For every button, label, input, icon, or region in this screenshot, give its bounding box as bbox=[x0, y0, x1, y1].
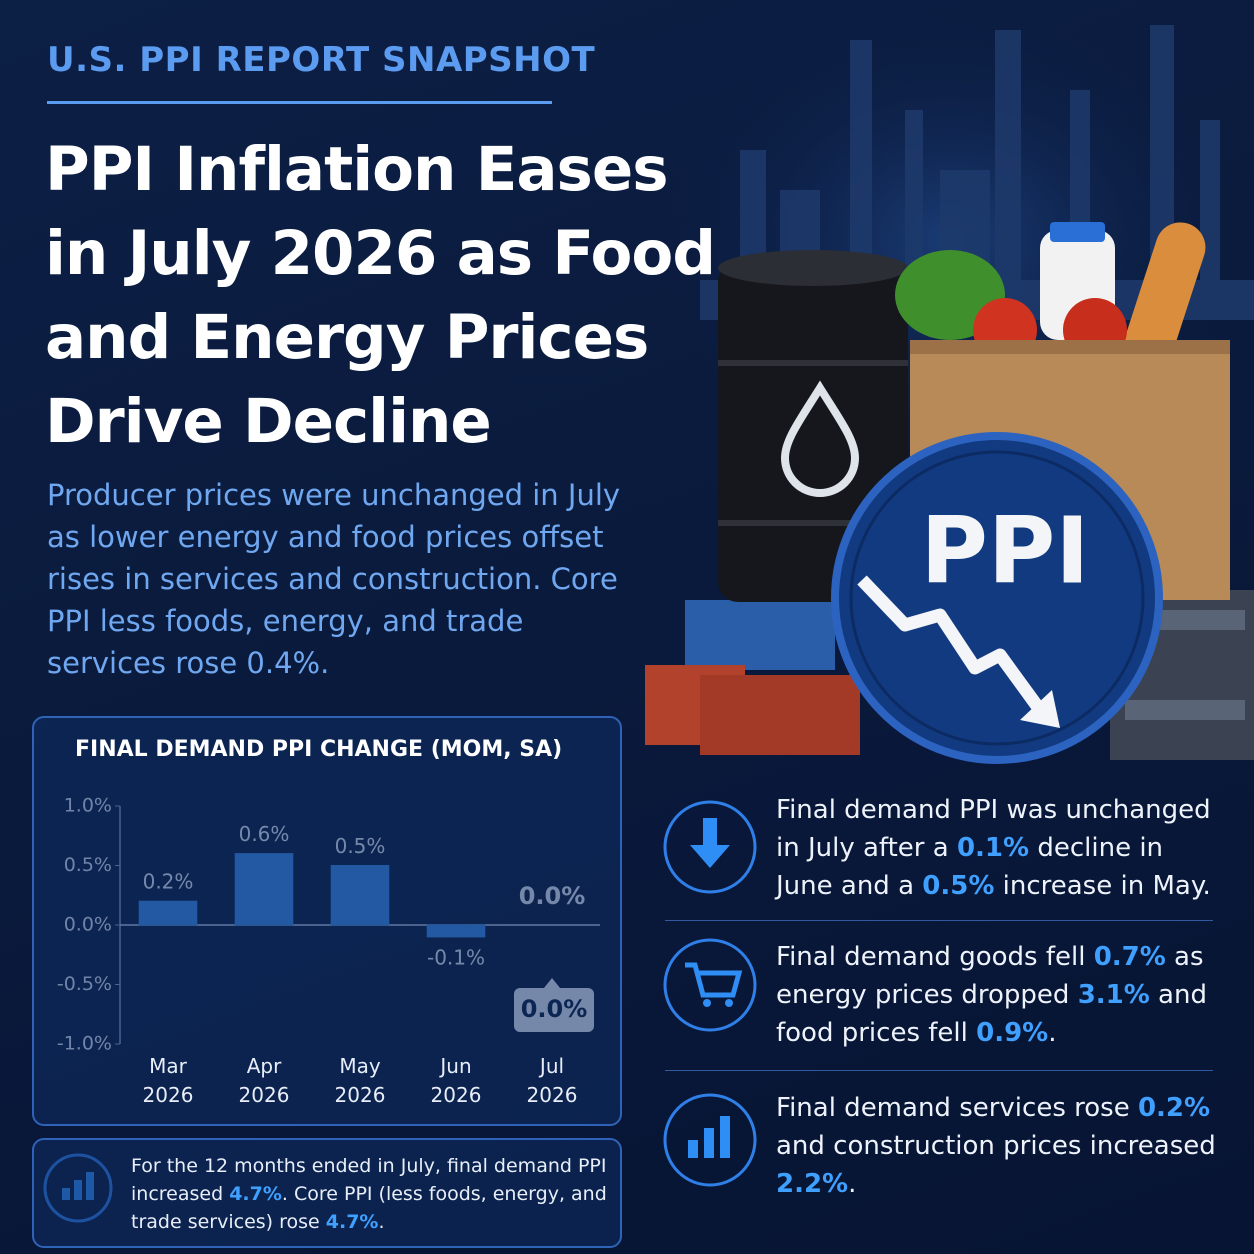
text: decline in June and a bbox=[776, 833, 1164, 901]
highlight: Final demand PPI was unchanged in July a… bbox=[776, 791, 1226, 905]
text: as energy prices dropped bbox=[776, 942, 1204, 1010]
highlight-number: 3.1% bbox=[1077, 980, 1150, 1010]
text: . bbox=[378, 1211, 385, 1233]
highlight-number: 0.5% bbox=[922, 871, 995, 901]
text: For the 12 months ended in July, final d… bbox=[131, 1155, 607, 1205]
footnote: For the 12 months ended in July, final d… bbox=[131, 1152, 611, 1236]
footnote-panel bbox=[32, 1138, 622, 1248]
separator bbox=[665, 1070, 1213, 1071]
highlight-number: 4.7% bbox=[229, 1183, 282, 1205]
badge-text: PPI bbox=[920, 497, 1089, 604]
text: . bbox=[1048, 1018, 1057, 1048]
text: . bbox=[848, 1169, 857, 1199]
text: . Core PPI (less foods, energy, and trad… bbox=[131, 1183, 607, 1233]
ppi-badge: PPI bbox=[831, 432, 1163, 764]
highlight-number: 0.1% bbox=[956, 833, 1030, 863]
kicker-rule bbox=[47, 101, 552, 104]
text: and food prices fell bbox=[776, 980, 1207, 1048]
highlight: Final demand goods fell 0.7% as energy p… bbox=[776, 938, 1226, 1052]
subtitle: Producer prices were unchanged in July a… bbox=[47, 478, 621, 680]
text: increase in May. bbox=[994, 871, 1211, 901]
highlight-number: 2.2% bbox=[776, 1169, 849, 1199]
x-tick-label: May 2026 bbox=[334, 1054, 386, 1107]
kicker: U.S. PPI REPORT SNAPSHOT bbox=[47, 40, 596, 80]
x-tick-label: Apr 2026 bbox=[238, 1054, 290, 1107]
text: Final demand goods fell bbox=[776, 942, 1094, 972]
text: Final demand services rose bbox=[776, 1093, 1138, 1123]
chart-title: FINAL DEMAND PPI CHANGE (MOM, SA) bbox=[75, 737, 563, 762]
highlight-number: 0.7% bbox=[1093, 942, 1166, 972]
text: and construction prices increased bbox=[776, 1131, 1216, 1161]
highlight-number: 0.9% bbox=[976, 1018, 1049, 1048]
highlight-number: 4.7% bbox=[325, 1211, 379, 1233]
highlight: Final demand services rose 0.2% and cons… bbox=[776, 1089, 1226, 1203]
highlight-number: 0.2% bbox=[1137, 1093, 1211, 1123]
x-tick-label: Jul 2026 bbox=[526, 1054, 578, 1107]
x-tick-label: Jun 2026 bbox=[430, 1054, 482, 1107]
text: Final demand PPI was unchanged in July a… bbox=[776, 795, 1211, 863]
containers bbox=[645, 600, 860, 755]
chart-panel bbox=[32, 716, 622, 1126]
title: PPI Inflation Eases in July 2026 as Food… bbox=[45, 134, 716, 457]
x-tick-label: Mar 2026 bbox=[142, 1054, 194, 1107]
separator bbox=[665, 920, 1213, 921]
